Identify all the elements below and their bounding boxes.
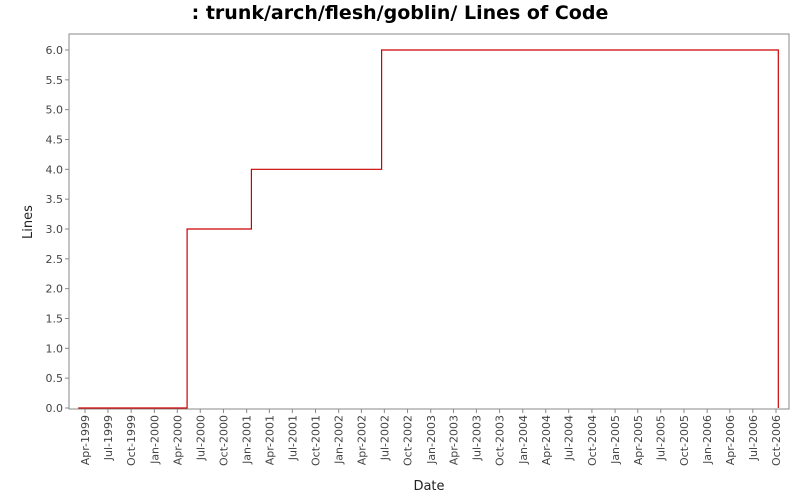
x-tick-label: Jan-2002 bbox=[333, 415, 346, 465]
plot-area bbox=[68, 33, 790, 410]
y-tick-label: 3.0 bbox=[46, 223, 64, 236]
x-tick-label: Jan-2005 bbox=[609, 415, 622, 465]
x-tick-label: Jul-2003 bbox=[470, 415, 483, 461]
y-tick-label: 0.5 bbox=[46, 372, 64, 385]
x-tick-label: Jan-2000 bbox=[148, 415, 161, 465]
y-tick-label: 5.5 bbox=[46, 74, 64, 87]
x-tick-label: Oct-2004 bbox=[586, 415, 599, 466]
x-tick-label: Oct-2002 bbox=[402, 415, 415, 466]
y-tick-label: 3.5 bbox=[46, 193, 64, 206]
x-tick-label: Apr-2004 bbox=[540, 415, 553, 465]
y-axis: 0.0 0.5 1.0 1.5 2.0 2.5 3.0 3.5 4.0 4.5 5.0 5.5 6.0 bbox=[46, 44, 69, 415]
y-tick-label: 0.0 bbox=[46, 402, 64, 415]
x-tick-label: Jul-1999 bbox=[102, 415, 115, 461]
x-tick-label: Oct-2001 bbox=[310, 415, 323, 466]
y-tick-label: 1.5 bbox=[46, 313, 64, 326]
y-tick-label: 5.0 bbox=[46, 104, 64, 117]
x-tick-label: Jul-2002 bbox=[378, 415, 391, 461]
y-tick-label: 4.5 bbox=[46, 134, 64, 147]
x-tick-label: Oct-2006 bbox=[770, 415, 783, 466]
x-tick-label: Apr-2005 bbox=[632, 415, 645, 465]
y-tick-label: 4.0 bbox=[46, 163, 64, 176]
x-tick-label: Jul-2000 bbox=[194, 415, 207, 461]
x-tick-label: Apr-2006 bbox=[724, 415, 737, 465]
x-tick-label: Oct-2000 bbox=[217, 415, 230, 466]
x-tick-label: Apr-2001 bbox=[263, 415, 276, 465]
x-axis: Apr-1999 Jul-1999 Oct-1999 Jan-2000 Apr-2000… bbox=[79, 409, 783, 466]
x-tick-label: Jan-2006 bbox=[701, 415, 714, 465]
series-layer bbox=[78, 49, 779, 409]
x-tick-label: Jan-2004 bbox=[517, 415, 530, 465]
y-tick-label: 6.0 bbox=[46, 44, 64, 57]
x-tick-label: Jan-2003 bbox=[425, 415, 438, 465]
x-axis-title: Date bbox=[413, 479, 444, 494]
x-tick-label: Jul-2005 bbox=[655, 415, 668, 461]
y-tick-label: 2.5 bbox=[46, 253, 64, 266]
x-tick-label: Apr-2003 bbox=[447, 415, 460, 465]
x-tick-label: Apr-2000 bbox=[171, 415, 184, 465]
x-tick-label: Apr-1999 bbox=[79, 415, 92, 465]
x-tick-label: Oct-2003 bbox=[494, 415, 507, 466]
y-tick-label: 2.0 bbox=[46, 283, 64, 296]
y-axis-title: Lines bbox=[21, 205, 36, 239]
x-tick-label: Jul-2006 bbox=[747, 415, 760, 461]
x-tick-label: Jan-2001 bbox=[241, 415, 254, 465]
x-tick-label: Jul-2004 bbox=[563, 415, 576, 461]
x-tick-label: Oct-2005 bbox=[678, 415, 691, 466]
x-tick-label: Oct-1999 bbox=[125, 415, 138, 466]
y-tick-label: 1.0 bbox=[46, 342, 64, 355]
x-tick-label: Jul-2001 bbox=[286, 415, 299, 461]
series-line bbox=[78, 49, 779, 409]
x-tick-label: Apr-2002 bbox=[355, 415, 368, 465]
chart-title: : trunk/arch/flesh/goblin/ Lines of Code bbox=[191, 2, 609, 24]
